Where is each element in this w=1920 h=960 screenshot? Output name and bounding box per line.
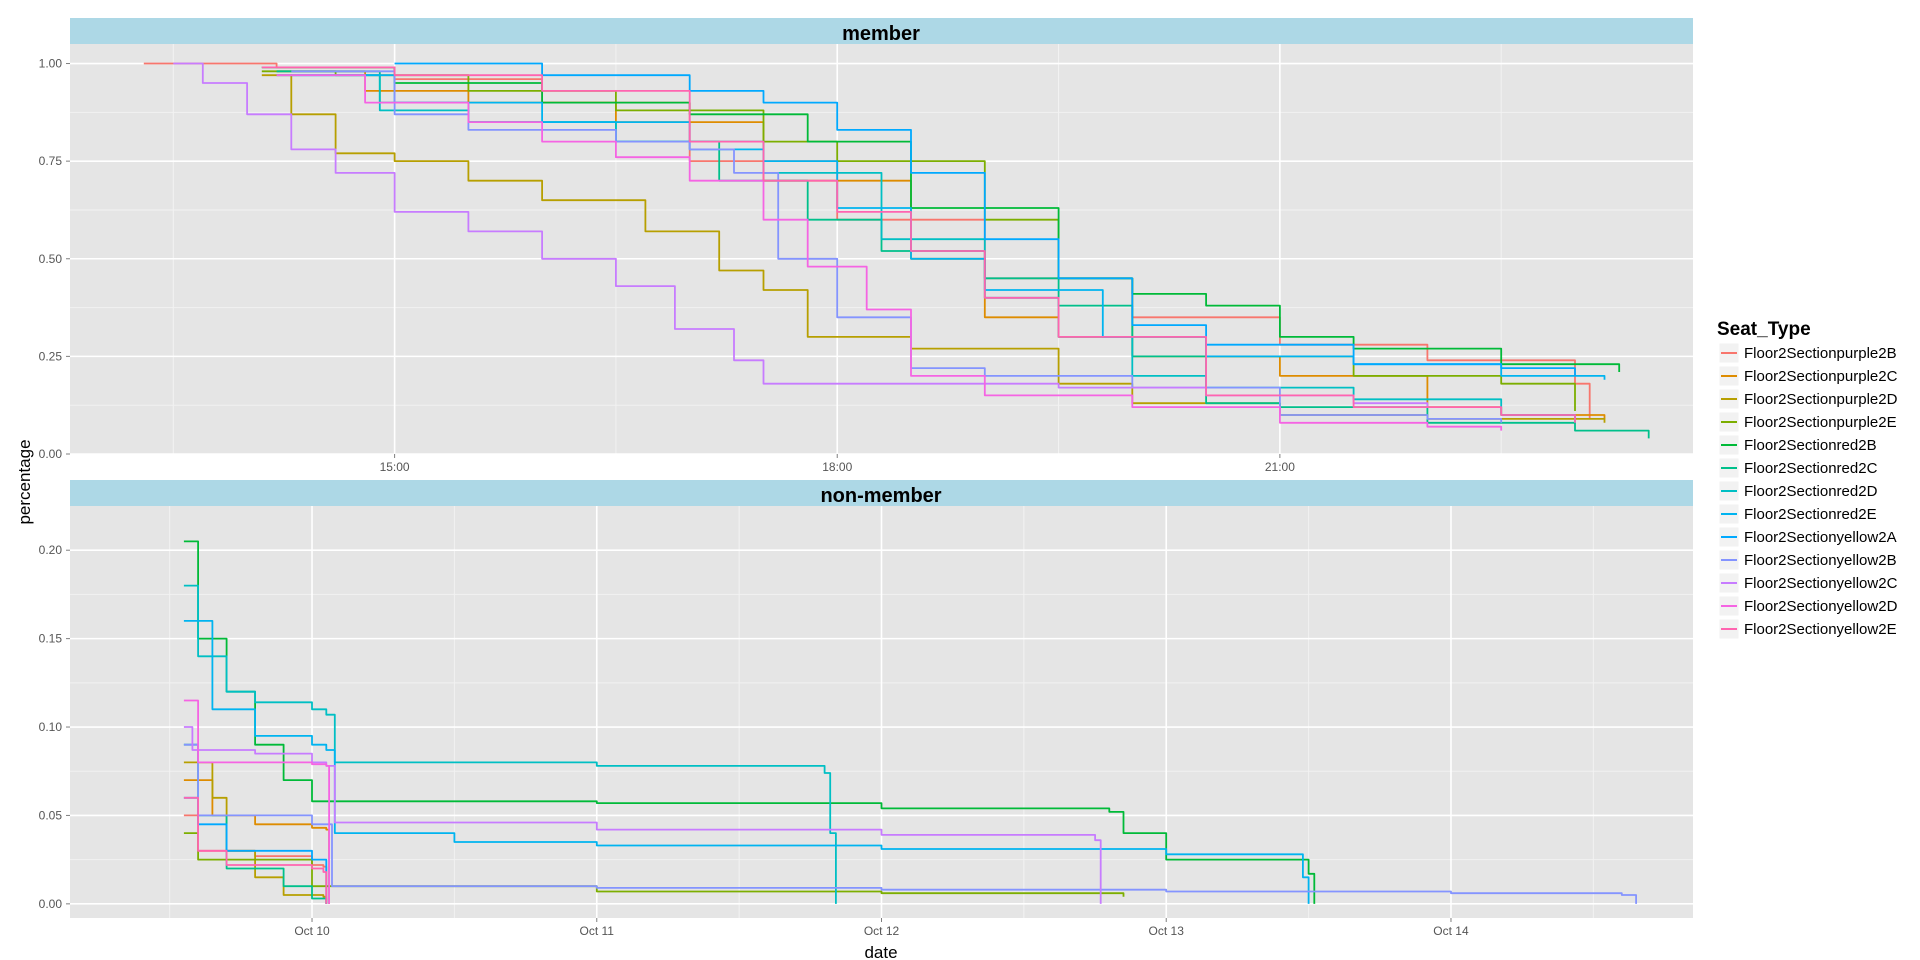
- series-line-Floor2Sectionpurple2D: [183, 761, 328, 904]
- y-tick-label: 0.10: [39, 720, 63, 734]
- x-axis-title: date: [864, 943, 897, 960]
- member-y-ticks: 0.00 0.25 0.50 0.75 1.00: [39, 57, 70, 461]
- member-x-ticks: 15:00 18:00 21:00: [380, 454, 1295, 474]
- legend-item: Floor2Sectionred2E: [1718, 503, 1877, 525]
- series-line-Floor2Sectionyellow2C: [173, 62, 1429, 408]
- y-tick-label: 0.00: [39, 447, 63, 461]
- legend-label: Floor2Sectionyellow2E: [1744, 621, 1897, 638]
- legend-label: Floor2Sectionyellow2A: [1744, 529, 1897, 546]
- nonmember-series-lines: [183, 540, 1637, 904]
- nonmember-y-ticks: 0.00 0.05 0.10 0.15 0.20: [39, 543, 70, 911]
- legend-item: Floor2Sectionred2C: [1718, 457, 1878, 479]
- legend-item: Floor2Sectionpurple2E: [1718, 411, 1897, 433]
- legend-label: Floor2Sectionpurple2C: [1744, 368, 1898, 385]
- series-line-Floor2Sectionyellow2D: [183, 699, 330, 904]
- nonmember-x-ticks: Oct 10 Oct 11 Oct 12 Oct 13 Oct 14: [294, 918, 1469, 938]
- y-tick-label: 1.00: [39, 57, 63, 71]
- nonmember-panel: non-member 0.000.050.100.150.20 Oct 10 Oc…: [39, 480, 1693, 938]
- y-tick-label: 0.50: [39, 252, 63, 266]
- legend-item: Floor2Sectionyellow2D: [1718, 595, 1898, 617]
- y-tick-label: 0.75: [39, 154, 63, 168]
- legend-item: Floor2Sectionyellow2A: [1718, 526, 1897, 548]
- legend-title: Seat_Type: [1717, 319, 1811, 340]
- legend-item: Floor2Sectionyellow2B: [1718, 549, 1897, 571]
- x-tick-label: Oct 14: [1433, 924, 1469, 938]
- legend-item: Floor2Sectionred2D: [1718, 480, 1878, 502]
- legend-label: Floor2Sectionpurple2E: [1744, 414, 1897, 431]
- legend-label: Floor2Sectionred2E: [1744, 506, 1877, 523]
- legend-label: Floor2Sectionpurple2D: [1744, 391, 1898, 408]
- legend-label: Floor2Sectionred2C: [1744, 460, 1878, 477]
- x-tick-label: 15:00: [380, 460, 410, 474]
- member-series-lines: [143, 62, 1650, 439]
- legend-item: Floor2Sectionred2B: [1718, 434, 1877, 456]
- series-line-Floor2Sectionyellow2B: [183, 743, 1637, 904]
- legend-label: Floor2Sectionpurple2B: [1744, 345, 1897, 362]
- y-tick-label: 0.25: [39, 349, 63, 363]
- x-tick-label: Oct 13: [1149, 924, 1185, 938]
- legend-item: Floor2Sectionpurple2B: [1718, 342, 1897, 364]
- x-tick-label: 21:00: [1265, 460, 1295, 474]
- legend-item: Floor2Sectionyellow2C: [1718, 572, 1898, 594]
- legend: Seat_Type Floor2Sectionpurple2BFloor2Sec…: [1717, 319, 1898, 640]
- nonmember-strip-label: non-member: [820, 485, 941, 507]
- series-line-Floor2Sectionyellow2D: [276, 74, 1503, 431]
- x-tick-label: 18:00: [822, 460, 852, 474]
- y-tick-label: 0.00: [39, 897, 63, 911]
- series-line-Floor2Sectionyellow2B: [291, 70, 1503, 423]
- legend-label: Floor2Sectionred2B: [1744, 437, 1877, 454]
- series-line-Floor2Sectionyellow2E: [183, 796, 328, 904]
- member-gridlines: [70, 44, 1693, 455]
- y-tick-label: 0.15: [39, 632, 63, 646]
- legend-items: Floor2Sectionpurple2B Floor2Sectionpurple…: [1718, 342, 1898, 640]
- legend-item: Floor2Sectionpurple2D: [1718, 388, 1898, 410]
- legend-label: Floor2Sectionyellow2C: [1744, 575, 1898, 592]
- y-tick-label: 0.20: [39, 543, 63, 557]
- legend-item: Floor2Sectionpurple2C: [1718, 365, 1898, 387]
- x-tick-label: Oct 11: [580, 924, 615, 938]
- x-tick-label: Oct 10: [294, 924, 330, 938]
- member-strip: [70, 18, 1693, 44]
- legend-label: Floor2Sectionyellow2B: [1744, 552, 1897, 569]
- member-strip-label: member: [842, 23, 920, 45]
- legend-label: Floor2Sectionyellow2D: [1744, 598, 1898, 615]
- legend-label: Floor2Sectionred2D: [1744, 483, 1878, 500]
- member-panel: member 0.00 0.25 0.50 0.75 1.00 15:00 18:00 21…: [39, 18, 1693, 474]
- legend-item: Floor2Sectionyellow2E: [1718, 618, 1897, 640]
- series-line-Floor2Sectionyellow2E: [261, 66, 1576, 423]
- y-tick-label: 0.05: [39, 808, 63, 822]
- series-line-Floor2Sectionred2D: [183, 584, 837, 904]
- series-line-Floor2Sectionred2E: [183, 620, 1310, 904]
- x-tick-label: Oct 12: [864, 924, 900, 938]
- y-axis-title: percentage: [15, 439, 34, 524]
- series-line-Floor2Sectionyellow2C: [183, 726, 1102, 904]
- nonmember-strip: [70, 480, 1693, 506]
